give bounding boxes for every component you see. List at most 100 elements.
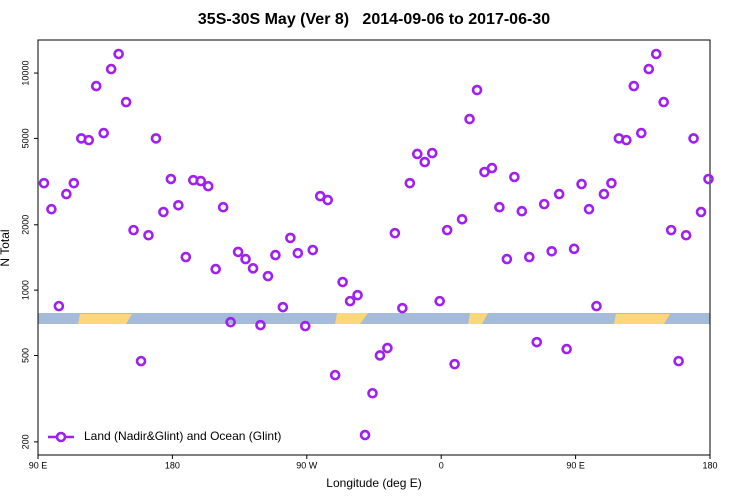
- point: [516, 205, 528, 217]
- land: [335, 313, 368, 324]
- point: [307, 244, 319, 256]
- point: [292, 247, 304, 259]
- point: [90, 80, 102, 92]
- point: [337, 276, 348, 288]
- point: [538, 198, 550, 210]
- point: [46, 203, 57, 215]
- point: [195, 175, 207, 187]
- point: [561, 343, 572, 355]
- point: [225, 316, 236, 328]
- point: [456, 213, 468, 225]
- point: [673, 355, 684, 367]
- point: [105, 63, 117, 75]
- point: [695, 206, 707, 218]
- x-tick-label: 90 W: [296, 460, 318, 470]
- point: [374, 350, 386, 361]
- point: [53, 300, 65, 312]
- legend-marker: [55, 431, 67, 443]
- point: [232, 246, 244, 258]
- y-tick-label: 5000: [20, 128, 30, 148]
- point: [531, 336, 543, 348]
- y-tick-label: 10000: [20, 61, 30, 86]
- point: [501, 253, 513, 265]
- point: [270, 249, 281, 261]
- point: [524, 251, 535, 263]
- point: [426, 147, 438, 159]
- point: [158, 206, 169, 218]
- point: [352, 289, 363, 301]
- point: [38, 177, 50, 189]
- point: [688, 133, 699, 144]
- point: [397, 302, 408, 314]
- point: [322, 194, 334, 206]
- point: [217, 201, 229, 213]
- y-tick-label: 500: [20, 348, 30, 363]
- ocean-band: [38, 313, 710, 324]
- point: [83, 134, 95, 146]
- point: [643, 63, 655, 75]
- point: [703, 173, 714, 185]
- x-tick-label: 180: [165, 460, 180, 470]
- point: [404, 177, 416, 189]
- point: [143, 229, 154, 241]
- point: [68, 177, 80, 189]
- point: [591, 300, 602, 312]
- point: [628, 80, 640, 92]
- plot-frame: [37, 39, 711, 456]
- point: [150, 133, 162, 144]
- point: [240, 253, 251, 265]
- land-mask: [38, 313, 710, 324]
- point: [344, 295, 356, 307]
- x-tick-label: 90 E: [566, 460, 585, 470]
- legend-label: Land (Nadir&Glint) and Ocean (Glint): [84, 429, 281, 443]
- point: [389, 227, 401, 239]
- y-tick-label: 1000: [20, 280, 30, 300]
- point: [680, 229, 692, 241]
- point: [128, 224, 139, 236]
- point: [202, 180, 214, 192]
- x-tick-label: 0: [439, 460, 444, 470]
- point: [546, 245, 558, 257]
- point: [553, 188, 565, 200]
- y-tick-label: 200: [20, 434, 30, 449]
- point: [255, 319, 266, 331]
- point: [486, 162, 498, 174]
- point: [576, 178, 587, 190]
- point: [658, 96, 670, 108]
- point: [61, 188, 72, 200]
- y-axis-label: N Total: [0, 229, 12, 266]
- point: [494, 201, 505, 213]
- point: [568, 243, 580, 255]
- point: [165, 173, 177, 185]
- point: [120, 96, 132, 108]
- point: [382, 342, 393, 354]
- point: [135, 355, 147, 367]
- point: [464, 113, 475, 125]
- x-tick-label: 90 E: [29, 460, 48, 470]
- point: [449, 358, 460, 370]
- point: [367, 387, 378, 399]
- point: [247, 263, 259, 274]
- y-tick-label: 2000: [20, 215, 30, 235]
- point: [419, 156, 431, 168]
- point: [285, 232, 296, 244]
- point: [471, 84, 483, 96]
- x-axis-label: Longitude (deg E): [326, 476, 421, 490]
- land: [614, 314, 670, 324]
- point: [412, 148, 423, 160]
- point: [113, 48, 124, 60]
- point: [180, 251, 192, 263]
- x-tick-label: 180: [702, 460, 717, 470]
- point: [598, 188, 610, 200]
- point: [300, 320, 311, 332]
- point: [441, 224, 453, 236]
- point: [329, 369, 341, 381]
- point: [277, 301, 289, 313]
- point: [210, 263, 222, 275]
- point: [434, 295, 446, 307]
- land: [468, 313, 488, 324]
- point: [583, 203, 595, 215]
- point: [98, 127, 110, 139]
- point: [359, 429, 371, 441]
